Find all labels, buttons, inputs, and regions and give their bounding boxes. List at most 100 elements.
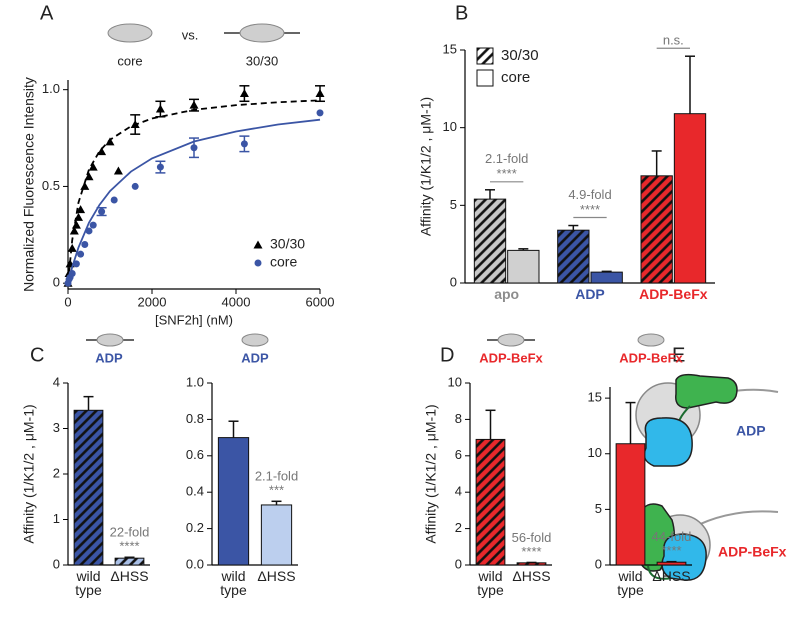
point	[80, 181, 90, 190]
fold-change: 44-fold	[652, 529, 692, 544]
bar	[473, 198, 507, 284]
y-tick-label: 15	[443, 41, 457, 56]
linker-arm	[647, 565, 673, 580]
point	[105, 137, 115, 146]
x-tick-label: 2000	[138, 294, 167, 309]
point	[68, 270, 76, 278]
y-tick-label: 0.6	[186, 447, 204, 462]
hss-domain	[675, 373, 738, 409]
x-tick-label-box: wild type	[220, 569, 247, 598]
y-tick-label: 15	[588, 390, 602, 405]
x-tick-label: wild type	[617, 569, 644, 598]
point	[131, 182, 139, 190]
fold-change: 56-fold	[512, 530, 552, 545]
y-tick-label: 0	[455, 556, 462, 571]
linker	[691, 510, 779, 529]
y-axis-label: Affinity (1/K1/2 , μM-1)	[423, 404, 439, 543]
bar	[475, 438, 506, 566]
point	[76, 205, 86, 214]
x-tick-label-box: ADP-BeFx	[639, 287, 708, 302]
fold-change: 2.1-fold	[485, 151, 528, 166]
legend-swatch	[476, 69, 494, 87]
y-tick-label: 6	[455, 447, 462, 462]
fold-change: 4.9-fold	[568, 187, 611, 202]
y-tick-label: 0	[450, 274, 457, 289]
legend-label: core	[270, 254, 297, 270]
point	[84, 172, 94, 181]
y-tick-label: 0	[53, 556, 60, 571]
point	[69, 226, 79, 235]
y-tick-label: 10	[443, 119, 457, 134]
diagram-label: ADP	[736, 423, 766, 439]
significance: ****	[521, 544, 541, 559]
x-tick-label: 0	[64, 294, 71, 309]
atpase-domain	[643, 417, 693, 467]
legend-marker	[253, 240, 263, 249]
bar	[615, 443, 646, 566]
chart-title: ADP	[95, 350, 123, 365]
icon-label: core	[117, 53, 142, 68]
fit-line	[67, 118, 321, 284]
bar	[673, 113, 707, 284]
core-icon	[107, 23, 153, 43]
point	[130, 120, 140, 129]
y-tick-label: 0.0	[186, 556, 204, 571]
x-tick-label-box: ΔHSS	[110, 569, 148, 583]
icon-label: vs.	[182, 27, 199, 42]
x-tick-label: wild type	[220, 569, 247, 598]
point	[315, 89, 325, 98]
point	[74, 212, 83, 221]
point	[113, 166, 123, 175]
y-tick-label: 0	[53, 275, 60, 290]
atpase-domain	[661, 533, 707, 581]
fold-change: 22-fold	[110, 525, 150, 540]
point	[110, 196, 118, 204]
legend-label: core	[501, 69, 530, 86]
panel-label: C	[30, 344, 44, 366]
y-tick-label: 8	[455, 411, 462, 426]
point	[88, 162, 98, 171]
nucleosome-icon	[497, 333, 525, 347]
bar	[640, 175, 673, 284]
icon-label: 30/30	[246, 53, 279, 68]
y-tick-label: 10	[588, 445, 602, 460]
x-tick-label: wild type	[477, 569, 504, 598]
y-tick-label: 0.4	[186, 484, 204, 499]
point	[67, 243, 77, 252]
x-tick-label: ΔHSS	[652, 569, 691, 584]
x-tick-label-box: wild type	[477, 569, 504, 598]
significance: ****	[497, 166, 517, 181]
point	[97, 147, 107, 156]
core-icon	[637, 333, 665, 347]
chart-title: ADP	[241, 350, 269, 365]
legend-marker	[254, 259, 262, 267]
x-tick-label-box: wild type	[617, 569, 644, 598]
x-tick-label-box: ΔHSS	[652, 569, 691, 584]
point	[85, 227, 93, 235]
point	[190, 144, 198, 152]
x-tick-label: wild type	[75, 569, 102, 598]
panel-label: A	[40, 2, 54, 24]
y-tick-label: 5	[595, 501, 602, 516]
bar	[217, 437, 250, 566]
y-tick-label: 1	[53, 511, 60, 526]
panel-label: B	[455, 2, 468, 24]
bar	[590, 271, 623, 284]
y-tick-label: 0.2	[186, 520, 204, 535]
x-tick-label: 6000	[306, 294, 335, 309]
significance: ***	[269, 483, 284, 498]
x-tick-label: ADP-BeFx	[639, 287, 708, 302]
y-tick-label: 0.8	[186, 411, 204, 426]
x-tick-label: ADP	[575, 287, 605, 302]
diagram-label: ADP-BeFx	[718, 544, 787, 560]
x-tick-label-box: ADP	[575, 287, 605, 302]
x-tick-label-box: ΔHSS	[257, 569, 296, 584]
x-tick-label: 4000	[222, 294, 251, 309]
x-tick-label: ΔHSS	[257, 569, 296, 584]
significance: ****	[661, 543, 681, 558]
point	[240, 140, 248, 148]
y-axis-label: Affinity (1/K1/2 , μM-1)	[21, 404, 37, 543]
legend-label: 30/30	[270, 236, 305, 252]
y-axis-label: Affinity (1/K1/2 , μM-1)	[418, 97, 434, 236]
